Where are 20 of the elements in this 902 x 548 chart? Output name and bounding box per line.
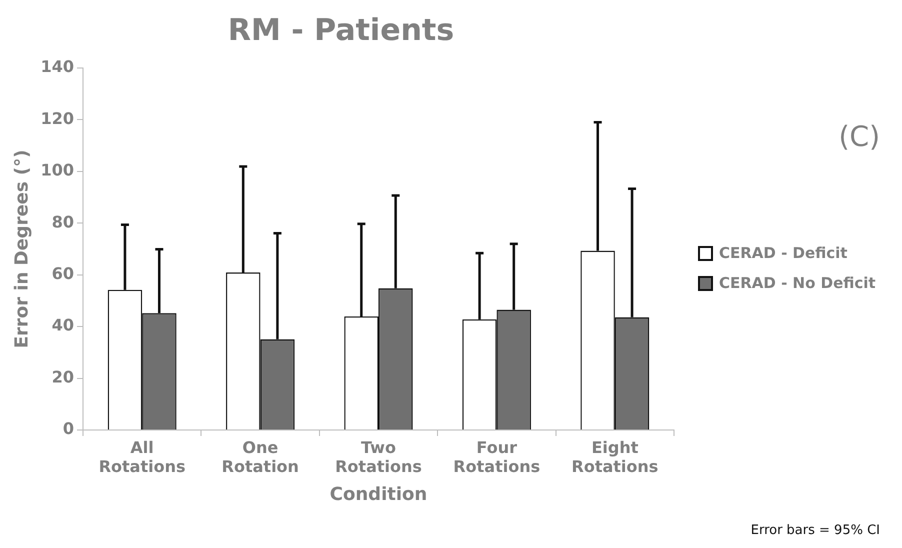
text: CERAD - Deficit: [719, 244, 848, 262]
x-tick-label: Four Rotations: [453, 438, 540, 476]
text: (C): [838, 120, 880, 153]
chart-title: RM - Patients: [228, 12, 454, 48]
y-axis-title: Error in Degrees (°): [11, 150, 32, 348]
y-tick-label: 60: [52, 264, 74, 284]
y-tick-label: 140: [40, 57, 74, 76]
x-tick-label: One Rotation: [222, 438, 299, 476]
y-tick-label: 100: [40, 160, 74, 180]
x-tick-label: Two Rotations: [335, 438, 422, 476]
y-tick-label: 0: [62, 419, 74, 438]
x-tick-label: Eight Rotations: [572, 438, 658, 476]
y-tick-label: 120: [40, 108, 74, 128]
x-tick-label: All Rotations: [98, 438, 186, 476]
y-tick-label: 80: [52, 212, 74, 232]
legend-label: CERAD - No Deficit: [719, 274, 876, 292]
y-tick-label: 40: [52, 316, 74, 335]
x-axis-title: Condition: [330, 484, 428, 505]
y-tick-label: 20: [52, 367, 74, 386]
text: Error bars = 95% CI: [750, 523, 880, 538]
